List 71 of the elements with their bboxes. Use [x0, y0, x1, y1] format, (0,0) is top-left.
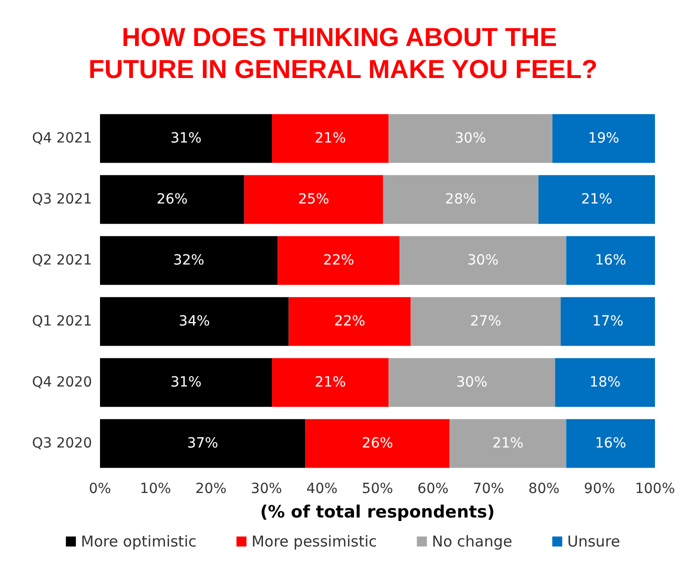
x-tick-label: 20%: [195, 481, 227, 497]
bar: [388, 114, 552, 163]
data-label: 17%: [592, 314, 624, 330]
data-label: 25%: [298, 192, 330, 208]
y-tick-label: Q3 2021: [32, 192, 92, 208]
bar: [100, 419, 306, 468]
y-tick-label: Q2 2021: [32, 252, 92, 268]
bar: [100, 297, 289, 346]
x-axis-title: (% of total respondents): [260, 502, 495, 522]
data-label: 37%: [187, 436, 218, 452]
bar: [272, 358, 389, 407]
bar: [538, 175, 655, 224]
y-tick-label: Q3 2020: [32, 436, 92, 452]
legend-label: More optimistic: [80, 532, 196, 550]
data-label: 16%: [595, 252, 626, 268]
x-tick-label: 90%: [584, 481, 616, 497]
bar: [566, 419, 655, 468]
bar: [400, 236, 566, 285]
bar: [100, 114, 272, 163]
data-label: 22%: [323, 252, 354, 268]
x-tick-label: 10%: [140, 481, 172, 497]
x-tick-label: 50%: [362, 481, 394, 497]
bar: [305, 419, 450, 468]
legend-label: More pessimistic: [251, 532, 377, 550]
data-label: 31%: [170, 130, 202, 146]
data-label: 28%: [445, 192, 476, 208]
bar: [100, 236, 278, 285]
x-tick-label: 40%: [306, 481, 338, 497]
y-tick-label: Q4 2021: [32, 130, 92, 146]
legend-label: No change: [432, 532, 512, 550]
data-label: 21%: [314, 130, 346, 146]
bar: [560, 297, 655, 346]
bar: [388, 358, 556, 407]
x-tick-label: 60%: [417, 481, 449, 497]
x-tick-label: 70%: [472, 481, 504, 497]
x-tick-label: 80%: [528, 481, 560, 497]
data-label: 27%: [470, 314, 502, 330]
data-label: 30%: [454, 130, 486, 146]
bar: [244, 175, 384, 224]
data-label: 32%: [173, 252, 204, 268]
data-label: 18%: [589, 374, 621, 390]
bar: [555, 358, 655, 407]
data-label: 26%: [362, 436, 394, 452]
data-label: 21%: [492, 436, 524, 452]
data-label: 26%: [156, 192, 188, 208]
bar: [278, 236, 400, 285]
x-tick-label: 30%: [250, 481, 282, 497]
bar: [100, 175, 244, 224]
bar: [383, 175, 538, 224]
data-label: 34%: [178, 314, 210, 330]
bar: [450, 419, 566, 468]
data-label: 30%: [467, 252, 499, 268]
y-tick-label: Q4 2020: [32, 374, 92, 390]
x-tick-label: 0%: [88, 481, 112, 497]
bar: [410, 297, 561, 346]
bar: [552, 114, 655, 163]
data-label: 31%: [170, 374, 202, 390]
data-label: 21%: [314, 374, 346, 390]
bar: [272, 114, 389, 163]
bar: [100, 358, 272, 407]
data-label: 30%: [456, 374, 488, 390]
bar: [566, 236, 655, 285]
data-label: 21%: [581, 192, 612, 208]
legend-label: Unsure: [567, 532, 620, 550]
bar: [288, 297, 411, 346]
x-tick-label: 100%: [634, 481, 676, 497]
data-label: 22%: [334, 314, 366, 330]
chart-title: HOW DOES THINKING ABOUT THE FUTURE IN GENERAL MAKE YOU FEEL?: [88, 22, 598, 84]
data-label: 16%: [595, 436, 626, 452]
y-tick-label: Q1 2021: [32, 314, 92, 330]
data-label: 19%: [588, 130, 620, 146]
